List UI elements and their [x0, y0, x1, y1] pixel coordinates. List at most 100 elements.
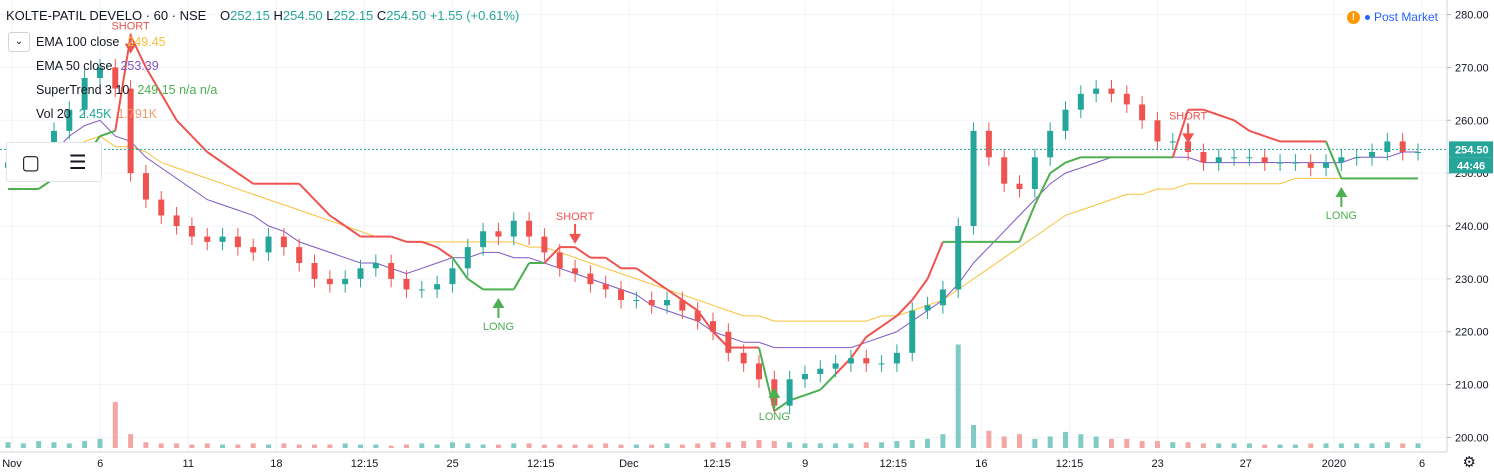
candle-body [464, 247, 471, 269]
volume-bar [879, 442, 885, 448]
long-arrow-icon [492, 298, 505, 308]
chevron-down-icon[interactable]: ⌄ [8, 32, 30, 52]
supertrend-segment [451, 257, 469, 280]
legend-value-2: 1.791K [117, 107, 158, 121]
menu-lines-icon[interactable]: ☰ [68, 151, 87, 174]
close-label: C [376, 8, 387, 23]
volume-bar [403, 444, 409, 448]
supertrend-segment [574, 246, 591, 259]
volume-bar [358, 444, 363, 448]
candle-body [602, 284, 609, 290]
candle-body [434, 284, 441, 290]
legend-value: 249.45 [127, 35, 166, 49]
legend-row-ema100[interactable]: ⌄ EMA 100 close 249.45 [8, 30, 217, 54]
volume-bar [174, 443, 180, 448]
supertrend-segment [1171, 109, 1190, 158]
candle-body [832, 363, 839, 369]
volume-bar [1246, 443, 1252, 448]
candle-body [81, 78, 88, 110]
volume-bar [1108, 438, 1114, 448]
drawing-toolbar: ▢ ☰ [6, 142, 102, 182]
gear-icon[interactable]: ⚙ [1462, 454, 1476, 471]
volume-bar [1078, 434, 1084, 448]
ema100-line [7, 135, 1418, 322]
volume-bar [1262, 444, 1268, 448]
candle-body [112, 67, 119, 89]
supertrend-segment [850, 336, 868, 359]
legend-row-volume[interactable]: Vol 20 2.45K 1.791K [8, 102, 217, 126]
candle-body [1123, 93, 1130, 105]
time-tick-label: 2020 [1322, 458, 1346, 470]
legend-row-supertrend[interactable]: SuperTrend 3 10 249.15 n/a n/a [8, 78, 217, 102]
candle-body [740, 352, 747, 364]
post-market-badge[interactable]: ! Post Market [1346, 10, 1438, 24]
supertrend-segment [114, 35, 132, 132]
candle-body [50, 130, 57, 152]
volume-bar [695, 443, 701, 448]
long-signal-label: LONG [1326, 210, 1357, 222]
candle-body [618, 289, 625, 300]
volume-bar [618, 444, 624, 448]
volume-bar [419, 443, 425, 448]
volume-bar [266, 444, 272, 448]
legend-label: EMA 50 close [36, 59, 113, 73]
candle-body [1108, 88, 1115, 94]
supertrend-segment [467, 278, 484, 291]
supertrend-segment [344, 225, 362, 238]
low-value: 252.15 [333, 8, 374, 23]
time-tick-label: 6 [97, 458, 103, 470]
candle-body [924, 305, 931, 311]
volume-bar [741, 441, 747, 448]
candle-body [342, 278, 349, 285]
volume-bar [971, 425, 977, 448]
time-tick-label: 12:15 [703, 458, 731, 470]
candle-body [1277, 162, 1284, 164]
volume-bar [373, 444, 379, 448]
volume-bar [1170, 442, 1176, 448]
volume-bar [1231, 443, 1237, 448]
volume-bar [1017, 434, 1023, 448]
candle-body [96, 67, 103, 78]
volume-bar [66, 443, 72, 448]
short-arrow-icon [124, 43, 137, 54]
time-axis: Nov 6 11 18 12:15 25 12:15 Dec 12:15 9 12:15 16 12:1… [0, 451, 1447, 470]
volume-bar [1200, 443, 1206, 448]
warning-icon: ! [1346, 10, 1360, 24]
volume-bar [281, 443, 287, 448]
time-tick-label: 23 [1152, 458, 1164, 470]
volume-bar [863, 442, 869, 448]
volume-bar [1415, 443, 1421, 448]
volume-bar [633, 444, 639, 448]
volume-bar [940, 434, 946, 448]
candle-body [755, 363, 762, 380]
candle-body [1231, 157, 1238, 159]
supertrend-segment [160, 93, 178, 121]
candle-body [1062, 109, 1069, 131]
volume-bar [312, 444, 318, 448]
supertrend-segment [421, 240, 438, 249]
volume-bar [20, 443, 26, 448]
candle-body [127, 88, 134, 174]
time-tick-label: 9 [802, 458, 808, 470]
candle-body [173, 215, 180, 226]
volume-bar [51, 442, 57, 448]
volume-bar [1277, 444, 1283, 448]
volume-bar [909, 439, 915, 448]
time-tick-label: 12:15 [351, 458, 379, 470]
legend-row-ema50[interactable]: EMA 50 close 253.39 [8, 54, 217, 78]
supertrend-segment [1264, 135, 1281, 143]
candle-body [1169, 141, 1176, 143]
price-tick-label: 240.00 [1455, 221, 1489, 233]
supertrend-segment [237, 172, 254, 185]
time-tick-label: 12:15 [527, 458, 555, 470]
candle-body [219, 236, 226, 242]
legend-label: EMA 100 close [36, 35, 120, 49]
rectangle-tool-icon[interactable]: ▢ [21, 151, 41, 174]
candle-body [664, 300, 671, 306]
candle-body [863, 358, 870, 364]
candle-body [449, 268, 456, 285]
volume-bar [817, 443, 823, 448]
volume-bar [894, 441, 900, 448]
countdown-badge [1449, 157, 1493, 174]
